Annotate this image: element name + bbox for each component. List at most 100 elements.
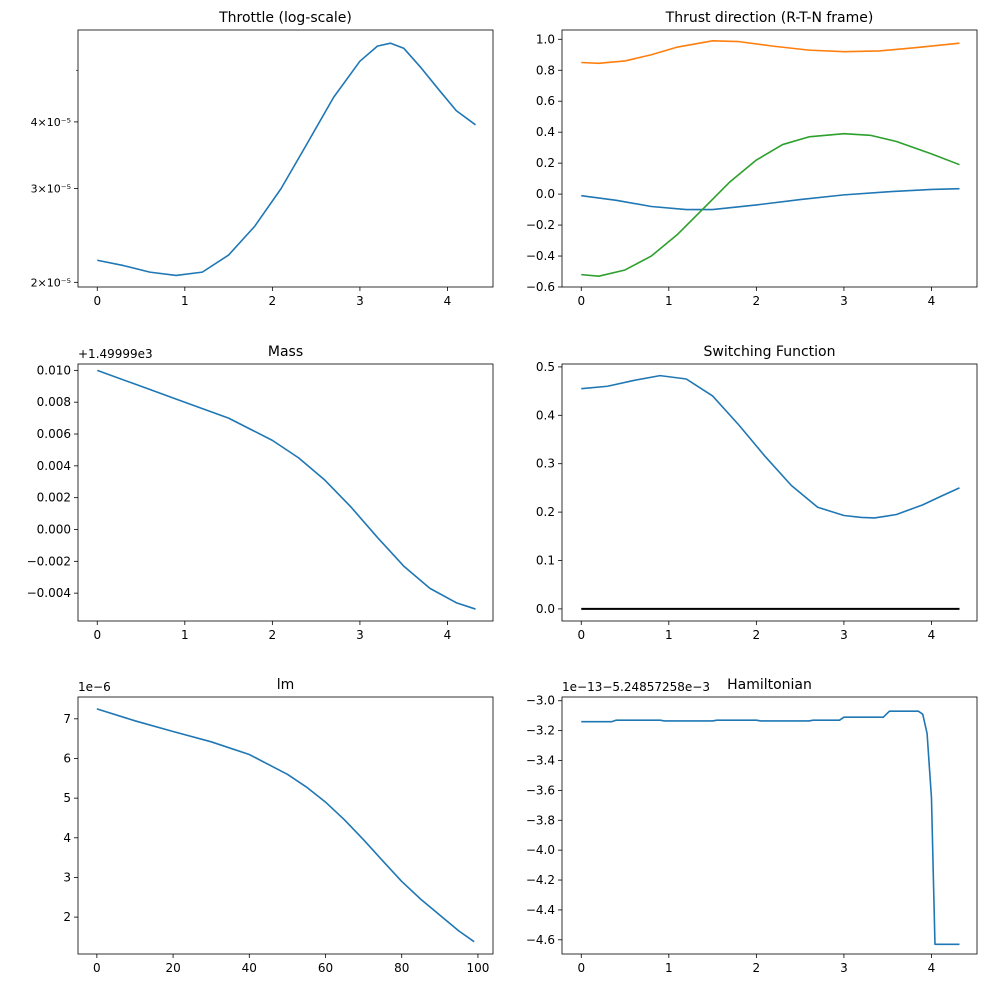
- y-tick-label: −3.0: [526, 694, 555, 708]
- x-tick-label: 4: [928, 961, 936, 975]
- x-tick-label: 4: [928, 294, 936, 308]
- y-tick-label: −0.2: [526, 218, 555, 232]
- x-tick-label: 0: [93, 961, 101, 975]
- x-tick-label: 3: [356, 294, 364, 308]
- y-tick-label: 2: [63, 910, 71, 924]
- x-tick-label: 60: [318, 961, 333, 975]
- y-tick-label: 0.1: [536, 554, 555, 568]
- y-tick-label: 0.2: [536, 156, 555, 170]
- x-tick-label: 2: [269, 628, 277, 642]
- x-tick-label: 3: [840, 961, 848, 975]
- series-line-mass: [96, 369, 476, 610]
- chart-title: Hamiltonian: [727, 677, 812, 693]
- x-tick-label: 20: [165, 961, 180, 975]
- y-tick-label: −4.6: [526, 933, 555, 947]
- y-tick-label: 6: [63, 751, 71, 765]
- y-tick-label: 2×10⁻⁵: [31, 276, 71, 289]
- x-tick-label: 2: [753, 294, 761, 308]
- series-line-hamiltonian: [581, 710, 960, 946]
- series-line-R: [581, 187, 960, 211]
- y-tick-label: −4.0: [526, 843, 555, 857]
- y-tick-label: −4.2: [526, 873, 555, 887]
- y-tick-label: 0.8: [536, 63, 555, 77]
- y-tick-label: 3×10⁻⁵: [31, 182, 71, 195]
- x-tick-label: 1: [665, 628, 673, 642]
- series-line-switching: [581, 374, 960, 519]
- series-line-T: [581, 40, 960, 65]
- y-tick-label: 0.006: [37, 427, 71, 441]
- y-tick-label: 0.0: [536, 602, 555, 616]
- series-line-lm: [96, 708, 475, 943]
- y-tick-label: 0.008: [37, 395, 71, 409]
- y-tick-label: −3.4: [526, 754, 555, 768]
- x-tick-label: 2: [269, 294, 277, 308]
- chart-title: Mass: [268, 344, 303, 360]
- y-tick-label: −3.6: [526, 783, 555, 797]
- axes-frame: [77, 29, 494, 288]
- x-tick-label: 0: [577, 294, 585, 308]
- y-tick-label: −0.004: [27, 586, 71, 600]
- y-tick-label: −0.002: [27, 554, 71, 568]
- y-tick-label: 1.0: [536, 32, 555, 46]
- x-tick-label: 1: [665, 961, 673, 975]
- y-tick-label: 7: [63, 712, 71, 726]
- axes-frame: [77, 696, 494, 955]
- x-tick-label: 80: [394, 961, 409, 975]
- subplot-5: lm 1e−6 0 20 40 60 80 100 2 3 4 5 6 7: [63, 677, 494, 975]
- axes-frame: [561, 696, 978, 955]
- axes-frame: [561, 363, 978, 622]
- subplot-1: Throttle (log-scale) 0 1 2 3 4 2×10⁻⁵ 3×10⁻⁵ 4×1…: [31, 10, 494, 308]
- y-tick-label: −3.2: [526, 724, 555, 738]
- y-tick-label: 4: [63, 831, 71, 845]
- x-tick-label: 40: [242, 961, 257, 975]
- axes-frame: [77, 363, 494, 622]
- subplot-6: Hamiltonian 1e−13−5.24857258e−3 0 1 2 3 4 −4.6 −…: [526, 677, 978, 975]
- x-tick-label: 4: [928, 628, 936, 642]
- x-tick-label: 3: [840, 294, 848, 308]
- axis-offset-label: +1.49999e3: [78, 347, 153, 361]
- axes-frame: [561, 29, 978, 288]
- y-tick-label: −3.8: [526, 813, 555, 827]
- x-tick-label: 2: [753, 961, 761, 975]
- y-tick-label: 3: [63, 870, 71, 884]
- x-tick-label: 0: [93, 294, 101, 308]
- x-tick-label: 1: [181, 294, 189, 308]
- y-tick-label: −0.6: [526, 280, 555, 294]
- y-tick-label: 0.4: [536, 125, 555, 139]
- y-tick-label: 0.010: [37, 363, 71, 377]
- x-tick-label: 3: [840, 628, 848, 642]
- subplot-3: Mass +1.49999e3 0 1 2 3 4 −0.004 −0.002 0.000 0.00…: [27, 344, 494, 642]
- x-tick-label: 0: [577, 961, 585, 975]
- y-tick-label: 0.004: [37, 459, 71, 473]
- x-tick-label: 4: [444, 294, 452, 308]
- y-tick-label: 0.3: [536, 457, 555, 471]
- y-tick-label: 0.4: [536, 408, 555, 422]
- y-tick-label: −0.4: [526, 249, 555, 263]
- x-tick-label: 0: [577, 628, 585, 642]
- x-tick-label: 3: [356, 628, 364, 642]
- chart-title: Throttle (log-scale): [218, 10, 352, 26]
- x-tick-label: 1: [665, 294, 673, 308]
- x-tick-label: 100: [466, 961, 489, 975]
- y-tick-label: 0.6: [536, 94, 555, 108]
- y-tick-label: 0.5: [536, 360, 555, 374]
- y-tick-label: 0.0: [536, 187, 555, 201]
- subplot-4: Switching Function 0 1 2 3 4 0.0 0.1 0.2 0.3 0.4 0.…: [536, 344, 978, 642]
- y-tick-label: 4×10⁻⁵: [31, 116, 71, 129]
- x-tick-label: 1: [181, 628, 189, 642]
- chart-title: Switching Function: [704, 344, 836, 360]
- x-tick-label: 4: [444, 628, 452, 642]
- chart-title: lm: [277, 677, 295, 693]
- axis-offset-label: 1e−6: [78, 680, 111, 694]
- series-line-throttle: [97, 42, 476, 277]
- y-tick-label: −4.4: [526, 903, 555, 917]
- y-tick-label: 0.2: [536, 505, 555, 519]
- axis-offset-label: 1e−13−5.24857258e−3: [562, 680, 710, 694]
- series-line-N: [581, 132, 960, 277]
- y-tick-label: 0.000: [37, 522, 71, 536]
- y-tick-label: 0.002: [37, 491, 71, 505]
- subplot-2: Thrust direction (R-T-N frame) 0 1 2 3 4 −0.6 −…: [526, 10, 978, 308]
- chart-title: Thrust direction (R-T-N frame): [665, 10, 874, 26]
- x-tick-label: 2: [753, 628, 761, 642]
